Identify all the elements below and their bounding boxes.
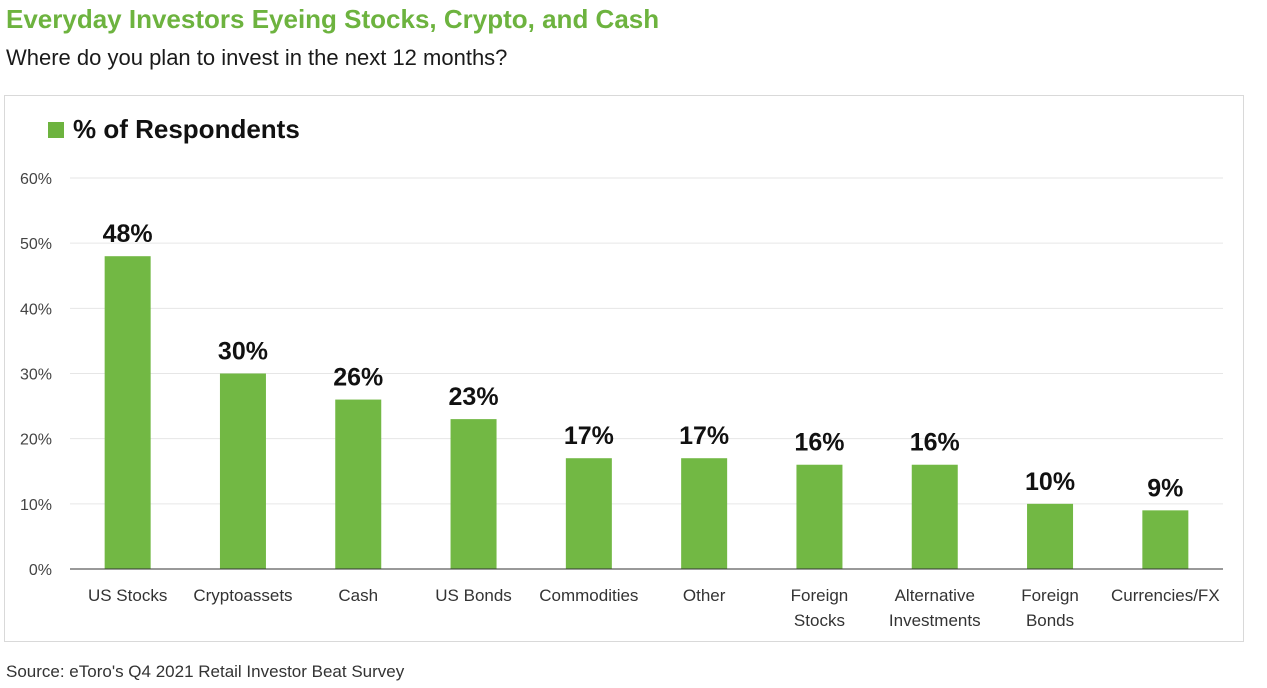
data-label: 16% [794, 429, 844, 457]
data-label: 17% [679, 422, 729, 450]
x-axis-labels: US Stocks Cryptoassets Cash US Bonds Commodi… [88, 586, 1220, 630]
data-label: 48% [103, 220, 153, 248]
data-label: 16% [910, 429, 960, 457]
x-tick-label: Other [683, 586, 726, 605]
legend-label: % of Respondents [73, 114, 300, 144]
x-tick-label: US Bonds [435, 586, 512, 605]
y-tick-label: 0% [29, 562, 52, 579]
x-tick-label: US Stocks [88, 586, 167, 605]
bar [335, 399, 382, 569]
y-tick-label: 40% [20, 301, 52, 318]
x-tick-label: Currencies/FX [1111, 586, 1220, 605]
x-tick-label: Alternative [895, 586, 975, 605]
data-label: 30% [218, 338, 268, 366]
data-label: 9% [1147, 474, 1183, 502]
x-tick-label: Investments [889, 611, 981, 630]
data-label: 17% [564, 422, 614, 450]
bar [104, 256, 151, 569]
bar [219, 373, 266, 569]
x-tick-label: Bonds [1026, 611, 1074, 630]
x-tick-label: Cryptoassets [193, 586, 292, 605]
y-tick-label: 20% [20, 432, 52, 449]
x-tick-label: Commodities [539, 586, 638, 605]
x-tick-label: Foreign [1021, 586, 1079, 605]
bar [450, 419, 497, 569]
bar [681, 458, 728, 569]
x-tick-label: Foreign [791, 586, 849, 605]
bar [911, 464, 958, 569]
data-label: 10% [1025, 468, 1075, 496]
bar [1142, 510, 1189, 569]
x-tick-label: Cash [338, 586, 378, 605]
y-tick-label: 10% [20, 497, 52, 514]
bar [796, 464, 843, 569]
chart-panel [4, 95, 1244, 642]
data-label: 23% [449, 383, 499, 411]
data-labels: 48% 30% 26% 23% 17% 17% 16% 16% 10% 9% [103, 220, 1184, 502]
bar [1027, 503, 1074, 569]
y-tick-label: 30% [20, 367, 52, 384]
bar [565, 458, 612, 569]
y-tick-label: 50% [20, 236, 52, 253]
y-axis-ticks: 0% 10% 20% 30% 40% 50% 60% [20, 171, 52, 579]
data-label: 26% [333, 364, 383, 392]
source-note: Source: eToro's Q4 2021 Retail Investor … [6, 662, 405, 681]
bars [104, 256, 1189, 569]
chart-subtitle: Where do you plan to invest in the next … [6, 45, 508, 70]
chart-title: Everyday Investors Eyeing Stocks, Crypto… [6, 4, 660, 34]
legend-swatch [48, 121, 64, 138]
y-tick-label: 60% [20, 171, 52, 188]
legend: % of Respondents [48, 114, 300, 145]
x-tick-label: Stocks [794, 611, 845, 630]
